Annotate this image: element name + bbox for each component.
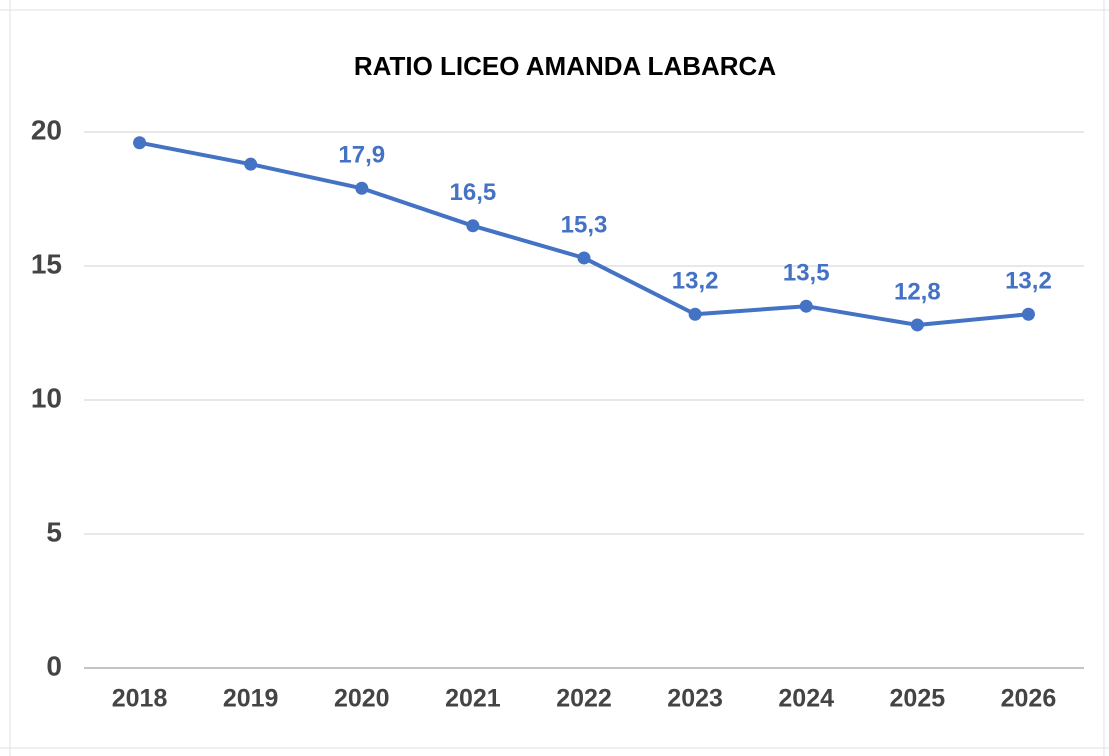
x-tick-label: 2021 <box>445 685 501 713</box>
data-point <box>799 299 813 313</box>
x-tick-label: 2020 <box>334 685 390 713</box>
data-label: 13,5 <box>783 260 830 287</box>
data-point <box>133 136 147 150</box>
data-point <box>688 307 702 321</box>
x-tick-label: 2019 <box>223 685 279 713</box>
x-tick-label: 2022 <box>556 685 612 713</box>
x-tick-label: 2026 <box>1001 685 1057 713</box>
y-tick-label: 20 <box>31 114 62 145</box>
data-point <box>355 181 369 195</box>
chart-title: RATIO LICEO AMANDA LABARCA <box>354 51 776 81</box>
data-point <box>1021 307 1035 321</box>
data-point <box>577 251 591 265</box>
data-label: 13,2 <box>1005 268 1052 295</box>
data-label: 16,5 <box>450 179 497 206</box>
data-label: 12,8 <box>894 278 941 305</box>
data-point <box>244 157 258 171</box>
data-label: 13,2 <box>672 268 719 295</box>
x-tick-label: 2023 <box>667 685 723 713</box>
y-tick-label: 5 <box>46 516 62 547</box>
data-label: 15,3 <box>561 211 608 238</box>
y-tick-label: 10 <box>31 382 62 413</box>
data-point <box>466 219 480 233</box>
x-tick-label: 2024 <box>778 685 834 713</box>
x-tick-label: 2018 <box>112 685 168 713</box>
y-tick-label: 0 <box>46 650 62 681</box>
y-tick-label: 15 <box>31 248 62 279</box>
data-point <box>910 318 924 332</box>
x-tick-label: 2025 <box>890 685 946 713</box>
data-label: 17,9 <box>338 142 385 169</box>
